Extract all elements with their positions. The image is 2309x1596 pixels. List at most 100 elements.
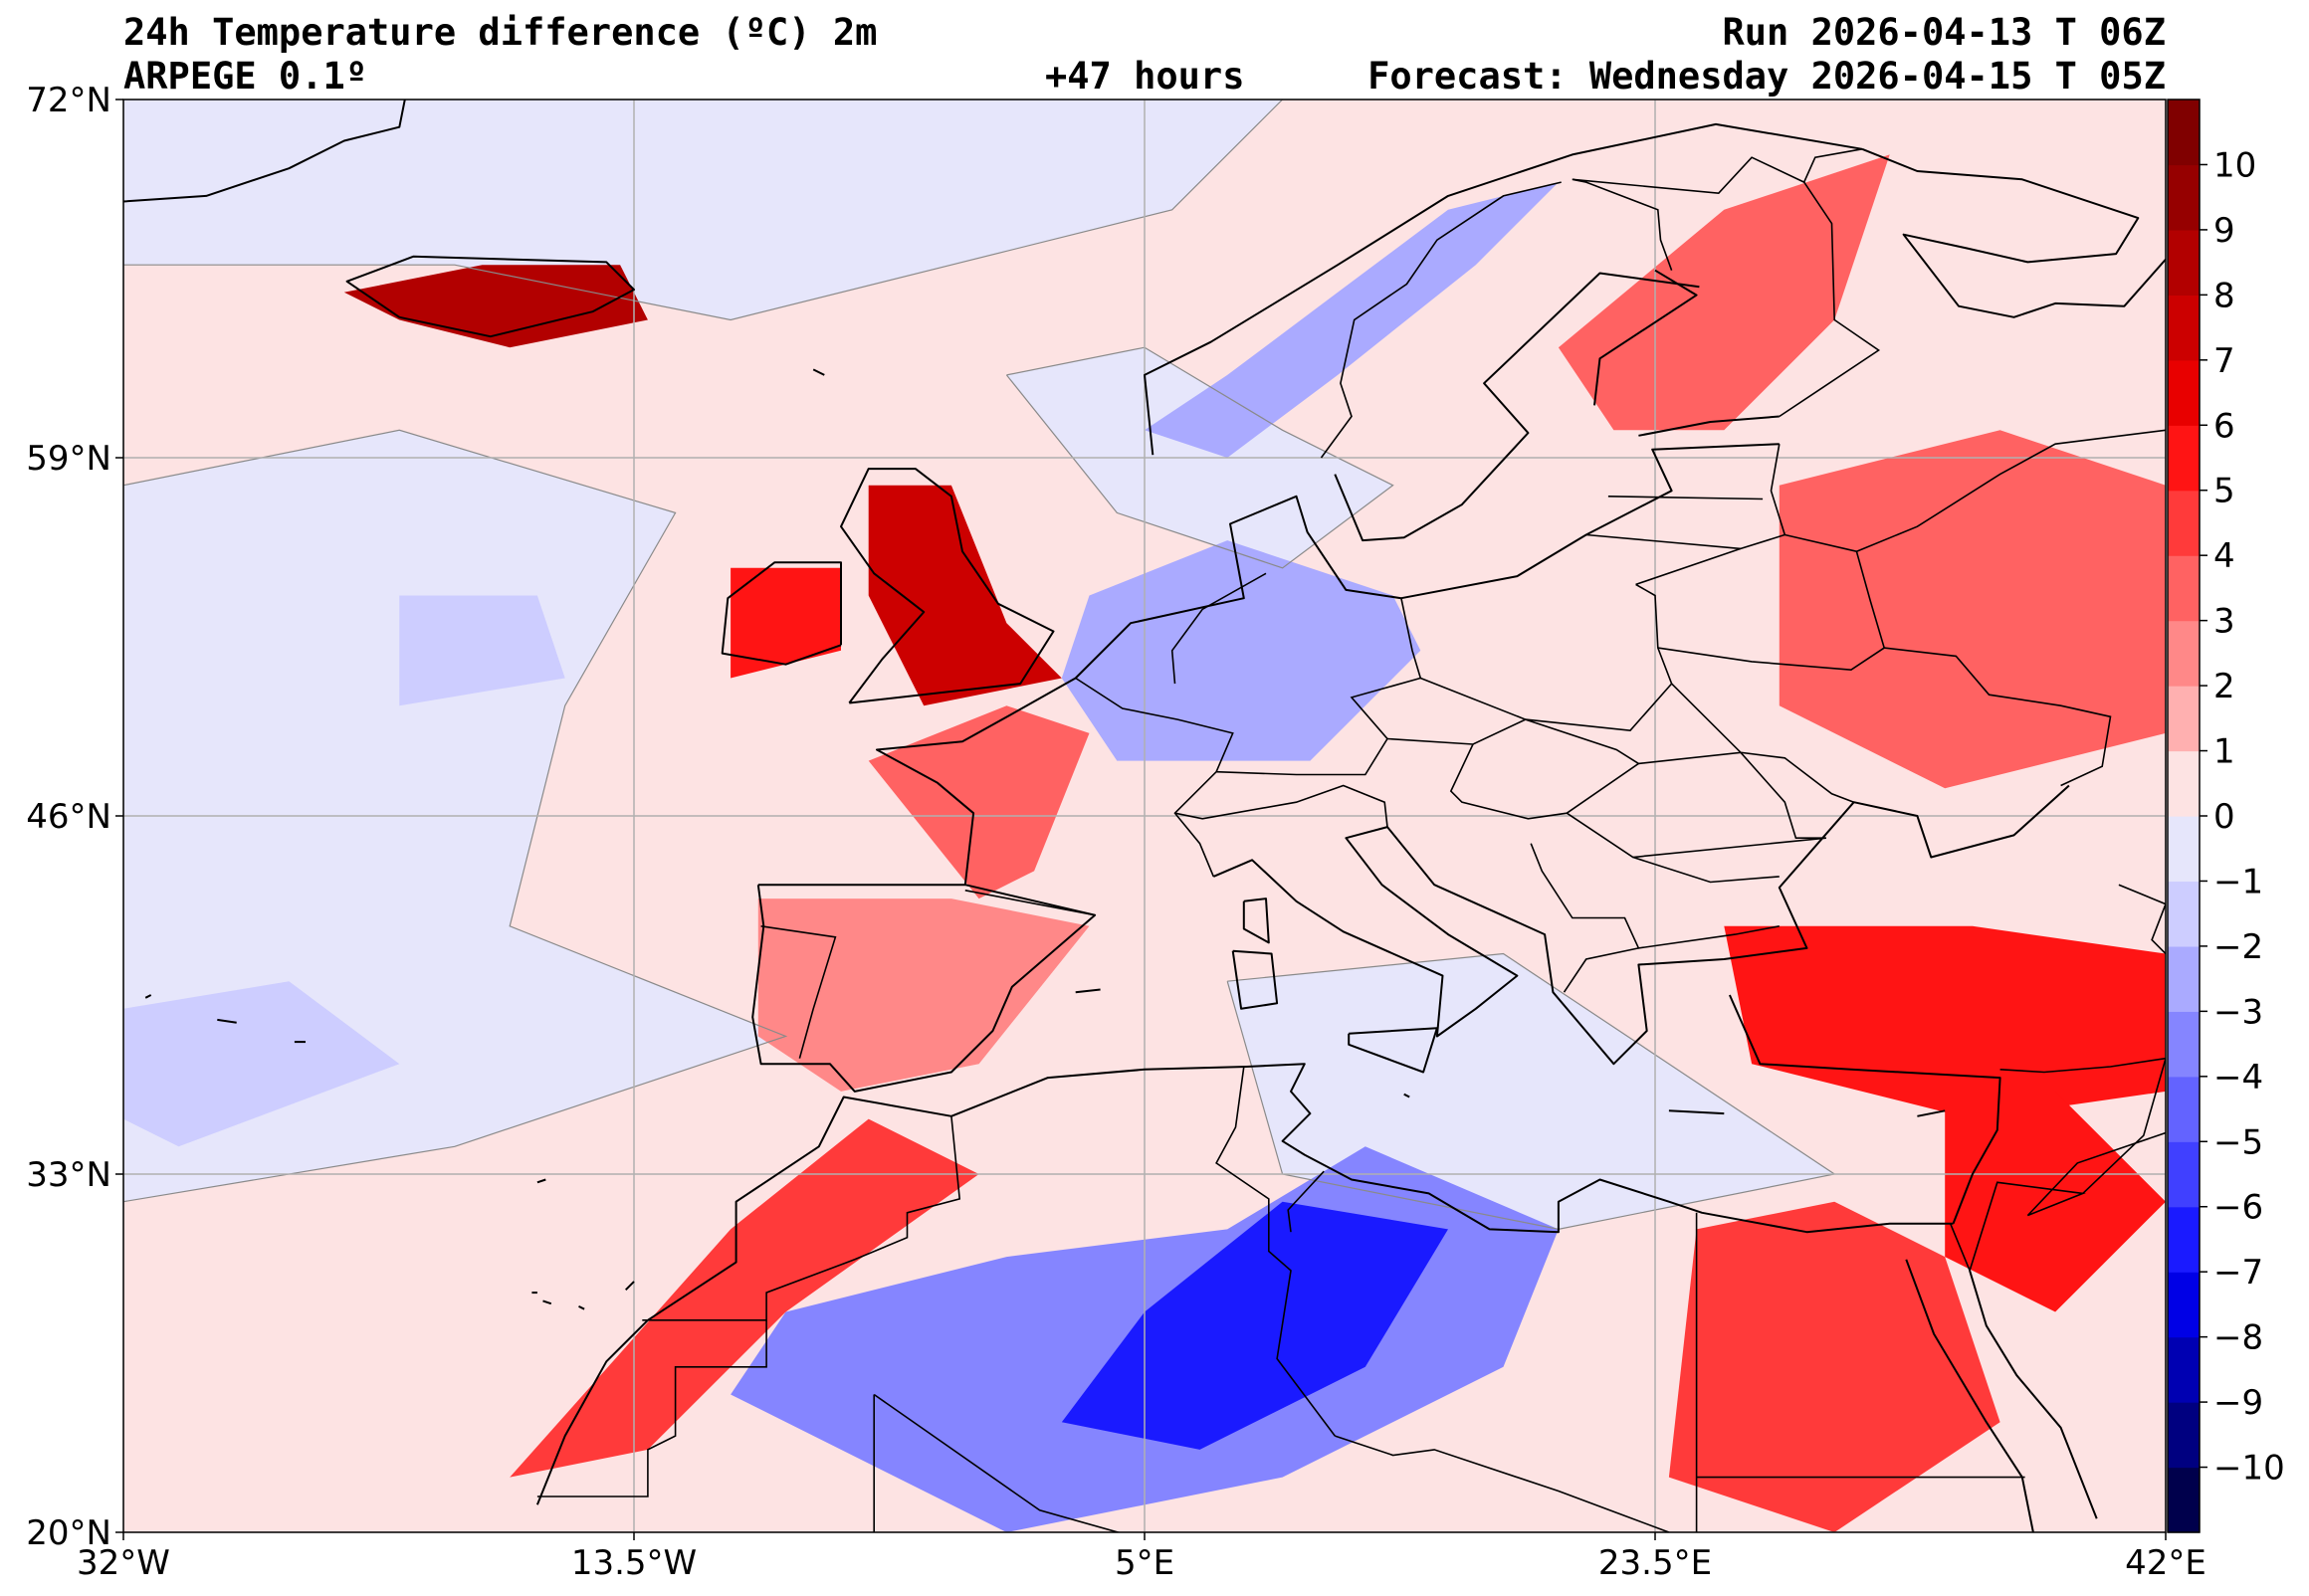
- field-region-warm-levant: [1945, 1091, 2166, 1312]
- islet-6: [217, 1018, 237, 1024]
- lon-tick-label: 13.5°W: [571, 1543, 697, 1583]
- border-danube: [1632, 856, 1780, 884]
- islet-9: [812, 368, 825, 376]
- colorbar-swatch: [2168, 425, 2200, 492]
- islet-8: [536, 1178, 546, 1184]
- longitude-axis: 32°W 13.5°W 5°E 23.5°E 42°E: [77, 1532, 2206, 1583]
- border-germany: [1170, 572, 1267, 685]
- border-caucasus: [2118, 884, 2166, 955]
- border-baltic-inner: [1585, 533, 1742, 550]
- lat-tick-label: 20°N: [26, 1513, 111, 1553]
- colorbar-tick-label: −7: [2213, 1253, 2263, 1293]
- coastline-layer: [123, 100, 2166, 1532]
- coastline-britain: [840, 468, 1055, 704]
- colorbar-swatch: [2168, 1272, 2200, 1338]
- coastline-greenland-tip: [123, 100, 406, 203]
- colorbar-tick-label: −3: [2213, 992, 2263, 1032]
- run-time-label: Run 2026-04-13 T 06Z: [1722, 11, 2166, 54]
- colorbar-swatch: [2168, 686, 2200, 752]
- colorbar-swatch: [2168, 1076, 2200, 1142]
- field-region-warm-france: [868, 705, 1090, 899]
- border-balkans: [1530, 843, 1780, 949]
- coastline-low-countries-denmark: [1074, 495, 1402, 680]
- colorbar-swatch: [2168, 1141, 2200, 1208]
- coastline-norway: [1144, 122, 1863, 456]
- graticule-layer: [123, 100, 2166, 1532]
- coastline-balkans: [1386, 784, 2070, 1066]
- coastline-sardinia: [1231, 949, 1279, 1010]
- colorbar-swatch: [2168, 100, 2200, 166]
- border-syria-iraq: [2082, 1058, 2166, 1194]
- field-region-cool-scandes: [1145, 182, 1559, 458]
- colorbar-tick-label: 0: [2213, 797, 2235, 837]
- coastline-finland-south: [1638, 415, 1780, 437]
- islet-3: [624, 1281, 635, 1292]
- border-libya-tunisia: [1287, 1170, 1325, 1233]
- colorbar: [2167, 99, 2201, 1533]
- coastline-italy: [1212, 826, 1519, 1038]
- colorbar-tick-label: −1: [2213, 862, 2263, 901]
- colorbar-tick-label: −5: [2213, 1122, 2263, 1162]
- coastline-sicily: [1348, 1027, 1438, 1074]
- colorbar-tick-label: 8: [2213, 276, 2235, 315]
- lon-tick-label: 23.5°E: [1598, 1543, 1712, 1583]
- contour-1: [123, 100, 1284, 321]
- colorbar-tick-label: 9: [2213, 211, 2235, 251]
- islet-10: [1668, 1109, 1725, 1115]
- colorbar-tick-label: 7: [2213, 341, 2235, 381]
- colorbar-tick-label: −6: [2213, 1188, 2263, 1228]
- border-greece: [1563, 947, 1639, 993]
- border-norway-sweden: [1320, 181, 1562, 459]
- islet-1: [578, 1305, 585, 1310]
- colorbar-tick-label: −4: [2213, 1058, 2263, 1097]
- colorbar-tick-label: 5: [2213, 472, 2235, 511]
- border-portugal: [760, 925, 837, 1059]
- border-ukraine-east: [1884, 647, 2112, 787]
- coastline-corsica: [1242, 898, 1270, 944]
- colorbar-swatch: [2168, 1206, 2200, 1273]
- colorbar-tick-label: −10: [2213, 1449, 2285, 1489]
- coastline-turkey-levant: [1728, 994, 2001, 1225]
- colorbar-tick-label: −9: [2213, 1383, 2263, 1423]
- colorbar-swatch: [2168, 1336, 2200, 1403]
- colorbar-tick-label: 3: [2213, 602, 2235, 642]
- coastline-red-sea-west: [1905, 1259, 2034, 1532]
- latitude-axis: 72°N 59°N 46°N 33°N 20°N: [26, 81, 123, 1553]
- colorbar-swatch: [2168, 1467, 2200, 1533]
- field-region-warm-iceland: [343, 265, 648, 348]
- field-region-warm-ireland: [731, 567, 841, 679]
- coastline-iceland: [345, 255, 635, 338]
- colorbar-swatch: [2168, 1011, 2200, 1078]
- islet-13: [1075, 988, 1101, 994]
- field-region-warm-egypt: [1668, 1201, 2000, 1532]
- colorbar-tick-label: −2: [2213, 927, 2263, 967]
- coastline-ireland: [721, 561, 842, 666]
- field-region-warm-iberia: [757, 898, 1090, 1092]
- colorbar-swatch: [2168, 359, 2200, 426]
- colorbar-swatch: [2168, 295, 2200, 361]
- border-france-east: [1075, 677, 1234, 878]
- coastline-sweden: [1334, 272, 1700, 542]
- border-libya-niger: [1335, 1435, 1670, 1532]
- lat-tick-label: 72°N: [26, 81, 111, 120]
- field-region-cool-atlantic-patch: [399, 595, 565, 706]
- field-region-warm-russia: [1779, 430, 2166, 789]
- border-germany-east: [1216, 598, 1422, 776]
- island-layer: [144, 368, 1946, 1310]
- coastline-africa-north: [535, 1063, 1954, 1505]
- lead-time-label: +47 hours: [1045, 55, 1245, 98]
- colorbar-swatch: [2168, 816, 2200, 883]
- colorbar-swatch: [2168, 750, 2200, 817]
- colorbar-swatch: [2168, 620, 2200, 687]
- coastline-iberia: [751, 884, 1097, 1093]
- lat-tick-label: 33°N: [26, 1155, 111, 1195]
- field-region-warm-britain: [868, 485, 1062, 706]
- coastline-france: [876, 677, 1077, 886]
- islet-11: [1917, 1109, 1946, 1117]
- islet-2: [542, 1299, 552, 1305]
- border-russia-west: [1856, 429, 2166, 552]
- border-turkey-south: [1999, 1057, 2166, 1074]
- colorbar-tick-label: 1: [2213, 732, 2235, 772]
- colorbar-swatch: [2168, 1402, 2200, 1469]
- coastline-finland-coast: [1593, 269, 1698, 406]
